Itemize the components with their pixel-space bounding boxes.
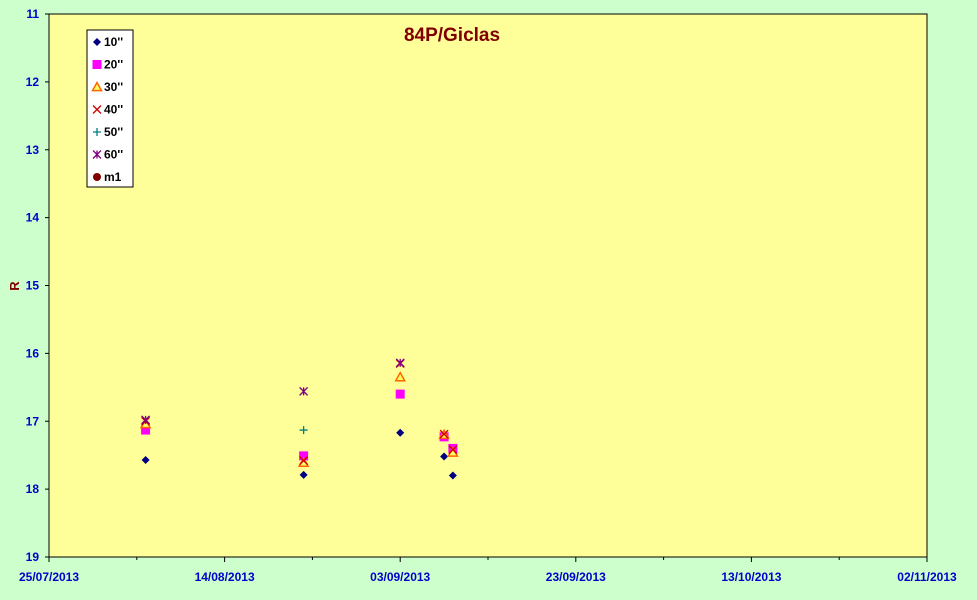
data-point-asterisk xyxy=(299,386,309,396)
y-tick-label: 17 xyxy=(26,414,40,428)
x-tick-label: 25/07/2013 xyxy=(19,570,79,584)
legend-label: 50'' xyxy=(104,125,123,139)
y-axis: 11 12 13 14 15 16 17 18 19 xyxy=(26,7,49,564)
data-point-asterisk xyxy=(141,415,151,425)
data-point-diamond xyxy=(396,428,405,437)
legend-asterisk-icon xyxy=(92,150,102,159)
data-point-diamond xyxy=(440,452,449,461)
y-tick-label: 15 xyxy=(26,279,40,293)
data-points xyxy=(139,358,459,480)
legend-label: 40'' xyxy=(104,103,123,117)
data-point-asterisk xyxy=(395,358,405,368)
x-tick-label: 13/10/2013 xyxy=(721,570,781,584)
data-point-x xyxy=(299,456,309,466)
data-point-x xyxy=(448,445,458,455)
x-tick-label: 23/09/2013 xyxy=(546,570,606,584)
legend-diamond-icon xyxy=(93,38,101,46)
y-tick-label: 14 xyxy=(26,211,40,225)
legend-x-icon xyxy=(92,105,102,114)
legend-triangle-icon xyxy=(91,80,103,92)
data-point-square xyxy=(299,451,309,461)
legend-label: 60'' xyxy=(104,148,123,162)
y-tick-label: 11 xyxy=(26,7,39,21)
data-point-diamond xyxy=(141,455,150,464)
chart-title: 84P/Giclas xyxy=(404,25,500,46)
y-tick-label: 19 xyxy=(26,550,40,564)
x-tick-label: 02/11/2013 xyxy=(897,570,957,584)
y-tick-label: 13 xyxy=(26,143,40,157)
legend-label: m1 xyxy=(104,170,122,184)
legend-plus-icon xyxy=(93,128,101,136)
y-tick-label: 18 xyxy=(26,482,40,496)
x-tick-label: 14/08/2013 xyxy=(195,570,255,584)
x-axis: 25/07/2013 14/08/2013 03/09/2013 23/09/2013… xyxy=(19,557,957,584)
data-point-triangle xyxy=(394,371,406,382)
data-point-x xyxy=(439,429,449,439)
y-tick-label: 16 xyxy=(26,346,40,360)
y-axis-title: R xyxy=(7,281,22,291)
legend-circle-icon xyxy=(93,173,101,181)
y-tick-label: 12 xyxy=(26,75,40,89)
legend-label: 30'' xyxy=(104,80,123,94)
legend-box xyxy=(86,29,134,188)
legend: 10'' 20'' 30'' 40'' 50'' 60'' m1 xyxy=(86,29,134,188)
legend-square-icon xyxy=(92,60,102,69)
data-point-diamond xyxy=(299,470,308,479)
data-point-plus xyxy=(299,426,308,435)
plot-area xyxy=(48,13,928,558)
data-point-square xyxy=(395,389,405,399)
legend-label: 20'' xyxy=(104,58,123,72)
x-tick-label: 03/09/2013 xyxy=(370,570,430,584)
data-point-square xyxy=(141,425,151,435)
data-point-diamond xyxy=(448,471,457,480)
legend-label: 10'' xyxy=(104,35,123,49)
